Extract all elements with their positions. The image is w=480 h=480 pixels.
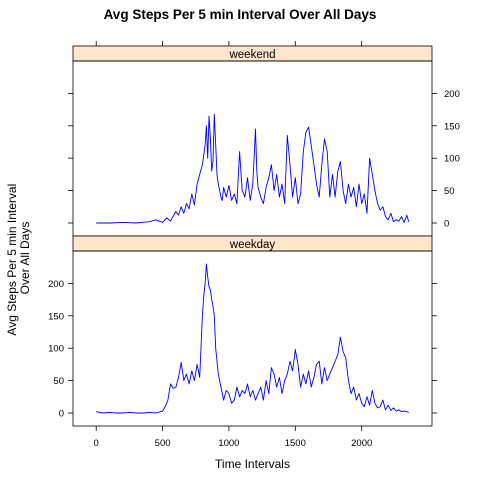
weekday-y-tick-label: 150 <box>48 311 64 322</box>
chart-title: Avg Steps Per 5 min Interval Over All Da… <box>104 7 377 22</box>
x-tick-label: 2000 <box>351 438 372 449</box>
y-axis-label: Avg Steps Per 5 min Interval Over All Da… <box>5 180 32 335</box>
weekend-strip-label: weekend <box>228 49 275 61</box>
x-tick-label: 1000 <box>218 438 239 449</box>
x-tick-label: 0 <box>94 438 99 449</box>
x-axis: 0 500 1000 1500 2000 <box>94 41 372 449</box>
x-tick-label: 500 <box>155 438 171 449</box>
weekday-y-tick-label: 100 <box>48 344 64 355</box>
weekday-y-tick-label: 200 <box>48 279 64 290</box>
weekend-y-tick-label: 150 <box>444 121 460 132</box>
weekend-panel: weekend 0 50 100 150 200 <box>68 45 460 237</box>
y-axis-label-line-1: Avg Steps Per 5 min Interval <box>5 184 19 336</box>
x-tick-label: 1500 <box>285 438 306 449</box>
weekend-y-tick-label: 0 <box>444 219 449 230</box>
y-axis-label-line-2: Over All Days <box>18 222 32 295</box>
weekday-y-tick-label: 50 <box>53 376 64 387</box>
weekday-y-tick-label: 0 <box>59 409 64 420</box>
weekend-y-tick-label: 50 <box>444 186 455 197</box>
weekend-panel-frame <box>72 60 433 237</box>
weekend-y-axis: 0 50 100 150 200 <box>68 89 460 230</box>
weekday-panel-frame <box>72 250 433 427</box>
weekend-y-tick-label: 200 <box>444 89 460 100</box>
weekday-strip-label: weekday <box>229 239 276 251</box>
x-axis-label: Time Intervals <box>215 457 290 471</box>
weekend-y-tick-label: 100 <box>444 154 460 165</box>
weekday-line <box>96 263 409 414</box>
weekday-panel: weekday 0 50 100 150 200 <box>48 235 437 427</box>
weekend-line <box>96 113 410 224</box>
weekday-y-axis: 0 50 100 150 200 <box>48 279 437 420</box>
